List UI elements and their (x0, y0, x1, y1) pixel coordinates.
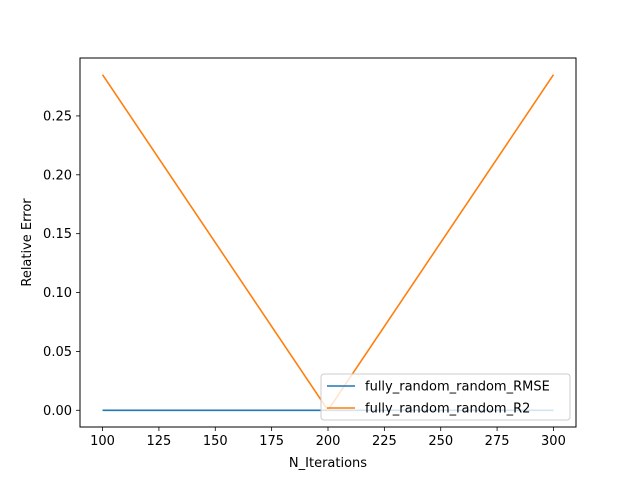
x-tick-label: 150 (203, 434, 228, 449)
series-layer (101, 74, 555, 412)
y-tick-label: 0.10 (43, 286, 72, 301)
x-axis-ticks: 100 125 150 175 200 225 250 275 300 (90, 427, 566, 449)
legend-label: fully_random_random_R2 (365, 402, 530, 417)
x-axis-label: N_Iterations (289, 456, 367, 471)
y-tick-label: 0.00 (43, 404, 72, 419)
x-tick-label: 100 (90, 434, 115, 449)
legend: fully_random_random_RMSE fully_random_ran… (320, 373, 571, 421)
legend-box (320, 373, 571, 421)
x-tick-label: 275 (485, 434, 510, 449)
x-tick-label: 125 (146, 434, 171, 449)
x-tick-label: 200 (316, 434, 341, 449)
y-tick-label: 0.15 (43, 227, 72, 242)
y-axis-label: Relative Error (20, 198, 35, 287)
y-axis-ticks: 0.00 0.05 0.10 0.15 0.20 0.25 (43, 109, 80, 419)
y-tick-label: 0.05 (43, 345, 72, 360)
series-line-r2 (101, 74, 555, 412)
y-tick-label: 0.20 (43, 168, 72, 183)
x-tick-label: 300 (541, 434, 566, 449)
x-tick-label: 250 (428, 434, 453, 449)
y-tick-label: 0.25 (43, 109, 72, 124)
legend-label: fully_random_random_RMSE (365, 380, 550, 395)
plot-frame (79, 57, 577, 428)
x-tick-label: 175 (259, 434, 284, 449)
x-tick-label: 225 (372, 434, 397, 449)
